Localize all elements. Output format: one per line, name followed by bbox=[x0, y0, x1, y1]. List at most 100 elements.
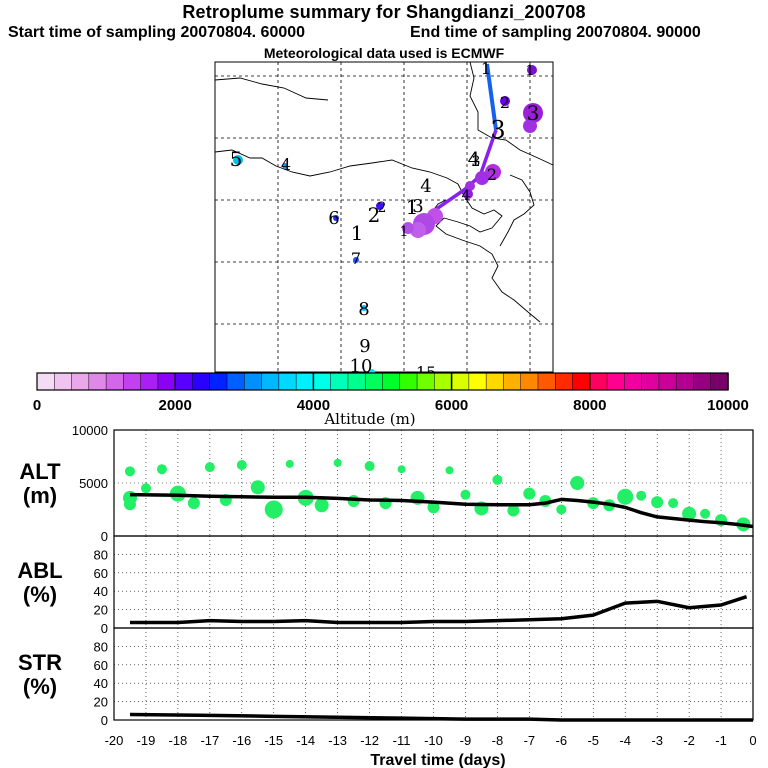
plume-cluster-point bbox=[636, 490, 647, 501]
colorbar-swatch bbox=[503, 372, 522, 391]
y-axis-label: STR bbox=[18, 650, 62, 675]
plume-cluster-point bbox=[333, 458, 342, 467]
plume-cluster-marker bbox=[500, 96, 510, 106]
y-tick-label: 80 bbox=[94, 547, 108, 562]
x-tick-label: -4 bbox=[619, 733, 631, 748]
x-tick-label: -5 bbox=[587, 733, 599, 748]
plume-cluster-point bbox=[264, 500, 283, 519]
mean-altitude-line bbox=[129, 492, 754, 529]
x-tick-label: -12 bbox=[360, 733, 379, 748]
colorbar-swatch bbox=[606, 372, 626, 391]
day-marker-label: 10 bbox=[350, 356, 373, 377]
y-tick-label: 20 bbox=[94, 603, 108, 618]
colorbar-swatch bbox=[675, 372, 695, 391]
colorbar-tick-label: 4000 bbox=[297, 397, 330, 414]
colorbar-swatch bbox=[555, 372, 574, 391]
map-coastlines bbox=[214, 61, 554, 323]
y-tick-label: 0 bbox=[101, 621, 108, 636]
plume-cluster-marker bbox=[527, 65, 537, 75]
altitude-colorbar: 0 2000 4000 6000 8000 10000 Altitude (m) bbox=[33, 372, 749, 428]
plume-cluster-point bbox=[156, 464, 167, 475]
panel-frame bbox=[113, 627, 754, 721]
day-marker-label: 4 bbox=[281, 155, 291, 174]
x-tick-label: -20 bbox=[105, 733, 124, 748]
coastline bbox=[435, 217, 541, 323]
plume-route bbox=[233, 63, 543, 375]
x-tick-label: -2 bbox=[683, 733, 695, 748]
y-tick-label: 40 bbox=[94, 584, 108, 599]
y-tick-label: 0 bbox=[101, 529, 108, 544]
x-tick-label: -19 bbox=[137, 733, 156, 748]
plume-cluster-point bbox=[140, 483, 151, 494]
panel-abl: 80 60 40 20 0 ABL(%) bbox=[17, 535, 754, 636]
coastline bbox=[469, 61, 554, 166]
day-marker-label: 1 bbox=[400, 224, 409, 240]
colorbar-swatch bbox=[209, 372, 228, 391]
colorbar-swatch bbox=[364, 372, 384, 391]
x-tick-label: -18 bbox=[169, 733, 188, 748]
x-tick-label: -13 bbox=[328, 733, 347, 748]
map-gridlines bbox=[215, 62, 553, 372]
colorbar-swatch bbox=[36, 372, 56, 391]
str-fraction-line bbox=[129, 712, 753, 722]
plume-cluster-point bbox=[314, 498, 329, 513]
colorbar-swatch bbox=[192, 372, 211, 391]
colorbar-swatch bbox=[537, 372, 556, 391]
x-tick-label: -15 bbox=[264, 733, 283, 748]
day-marker-label: 5 bbox=[230, 147, 243, 171]
colorbar-swatch bbox=[226, 372, 246, 391]
plume-cluster-marker bbox=[402, 222, 414, 234]
colorbar-swatch bbox=[710, 372, 729, 391]
y-tick-label: 80 bbox=[94, 639, 108, 654]
plume-cluster-point bbox=[492, 474, 503, 485]
y-tick-label: 10000 bbox=[72, 423, 108, 438]
day-marker-label: 3 bbox=[472, 154, 481, 170]
y-tick-label: 60 bbox=[94, 566, 108, 581]
colorbar-swatch bbox=[71, 372, 90, 391]
plume-cluster-point bbox=[427, 501, 440, 514]
plume-cluster-point bbox=[651, 496, 664, 509]
plume-cluster-point bbox=[570, 476, 585, 490]
day-marker-label: 8 bbox=[358, 299, 369, 320]
colorbar-frame bbox=[36, 372, 729, 391]
x-tick-label: -6 bbox=[556, 733, 568, 748]
colorbar-swatch bbox=[416, 372, 436, 391]
plume-cluster-point bbox=[507, 504, 520, 517]
panel-alt: 10000 5000 0 ALT(m) bbox=[19, 423, 754, 544]
plume-cluster-point bbox=[187, 497, 200, 510]
plume-cluster-point bbox=[445, 466, 454, 475]
plume-cluster-marker bbox=[376, 202, 384, 210]
coastline bbox=[499, 174, 535, 247]
x-tick-label: -11 bbox=[393, 733, 411, 748]
plume-cluster-marker bbox=[410, 222, 426, 238]
colorbar-tick-label: 6000 bbox=[435, 397, 468, 414]
colorbar-tick-label: 0 bbox=[33, 397, 41, 414]
colorbar-swatch bbox=[624, 372, 643, 391]
time-series-panels: 1000050000ALT(m)806040200ABL(%)806040200… bbox=[17, 423, 756, 768]
colorbar-swatch bbox=[313, 372, 332, 391]
colorbar-tick-label: 2000 bbox=[159, 397, 192, 414]
colorbar-swatch bbox=[278, 372, 297, 391]
day-marker-label: 2 bbox=[487, 165, 497, 184]
day-marker-label: 3 bbox=[412, 196, 423, 217]
coastline bbox=[214, 149, 459, 185]
plume-cluster-point bbox=[700, 508, 711, 519]
day-marker-label: 4 bbox=[420, 176, 431, 197]
colorbar-swatch bbox=[520, 372, 539, 391]
plume-cluster-marker bbox=[465, 181, 475, 191]
plume-cluster-marker bbox=[333, 215, 339, 221]
chart-title: Retroplume summary for Shangdianzi_20070… bbox=[182, 2, 586, 22]
colorbar-swatch bbox=[451, 372, 470, 391]
y-tick-label: 60 bbox=[94, 658, 108, 673]
day-marker-label: 7 bbox=[351, 249, 361, 268]
colorbar-swatch bbox=[174, 372, 194, 391]
day-marker-label: 4 bbox=[462, 188, 471, 204]
plume-cluster-marker bbox=[475, 171, 489, 185]
colorbar-swatch bbox=[330, 372, 349, 391]
colorbar-swatch bbox=[157, 372, 176, 391]
colorbar-swatch bbox=[382, 372, 401, 391]
day-marker-label: 4 bbox=[468, 147, 481, 171]
day-marker-label: 1 bbox=[406, 195, 419, 219]
plume-cluster-marker bbox=[523, 103, 543, 123]
